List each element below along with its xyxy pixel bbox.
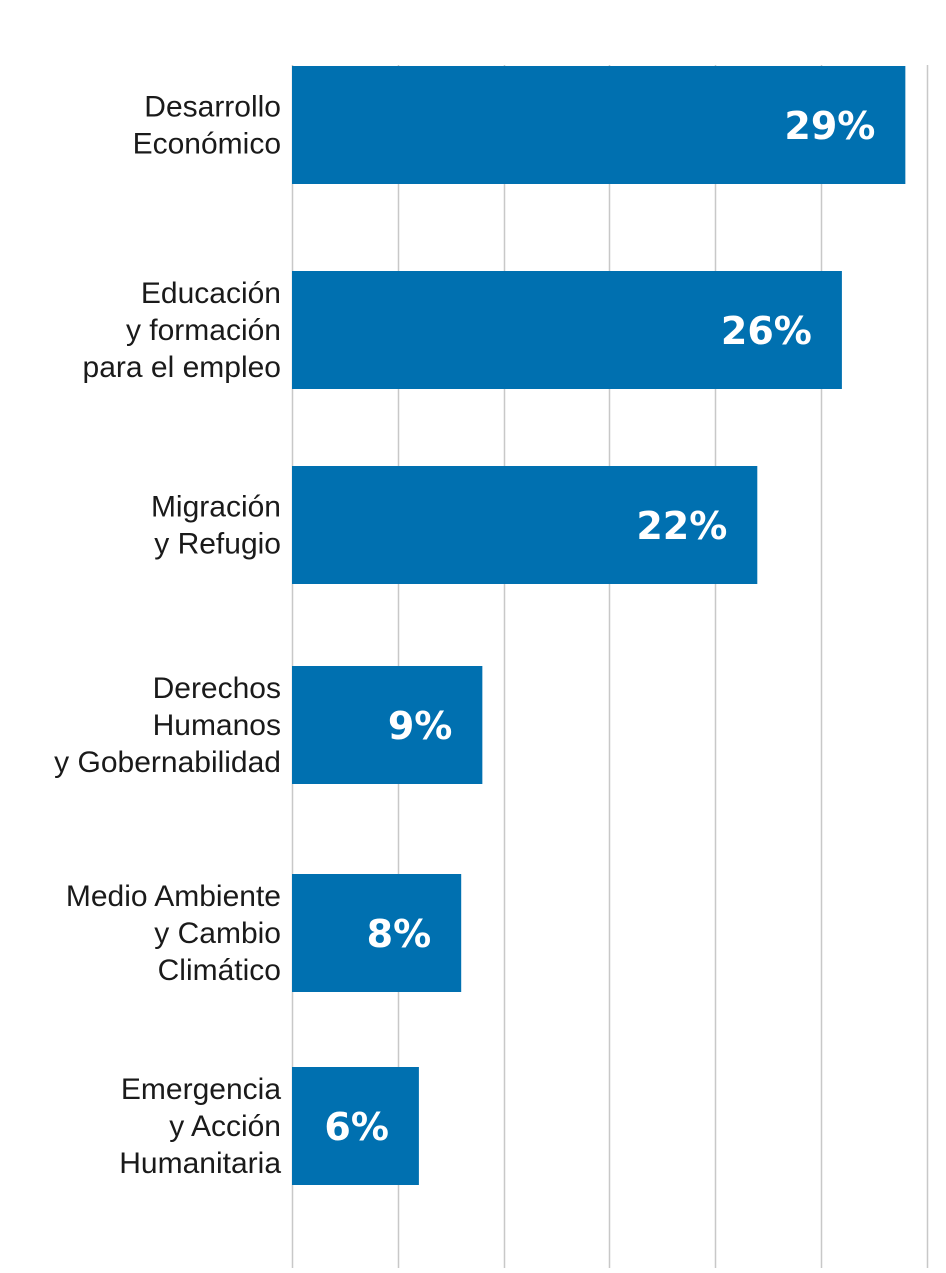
category-labels: Desarrollo Económico Educación y formación p… — [54, 91, 281, 1181]
category-label: Derechos Humanos y Gobernabilidad — [54, 672, 281, 779]
category-label: Emergencia y Acción Humanitaria — [119, 1073, 281, 1180]
category-label: Medio Ambiente y Cambio Climático — [66, 880, 281, 987]
bar — [292, 666, 483, 784]
category-label-line: y Refugio — [154, 528, 281, 561]
bars — [292, 66, 906, 1185]
category-label: Educación y formación para el empleo — [83, 277, 281, 384]
bar — [292, 466, 758, 584]
value-labels: 29% 26% 22% 9% 8% 6% — [324, 104, 875, 1149]
bar — [292, 1067, 419, 1185]
category-label: Desarrollo Económico — [133, 91, 281, 161]
category-label: Migración y Refugio — [151, 491, 281, 561]
value-label: 8% — [367, 912, 432, 956]
bar — [292, 271, 842, 389]
category-label-line: Derechos — [153, 672, 281, 705]
category-label-line: Humanos — [153, 709, 281, 742]
category-label-line: Educación — [141, 277, 281, 310]
category-label-line: Económico — [133, 128, 281, 161]
category-label-line: y formación — [126, 314, 281, 347]
gridlines — [291, 65, 929, 1268]
category-label-line: Climático — [158, 954, 281, 987]
value-label: 6% — [324, 1105, 389, 1149]
category-label-line: Medio Ambiente — [66, 880, 281, 913]
bar — [292, 66, 906, 184]
category-label-line: Emergencia — [121, 1073, 281, 1106]
value-label: 9% — [388, 704, 453, 748]
category-label-line: Desarrollo — [144, 91, 281, 124]
category-label-line: y Acción — [169, 1110, 281, 1143]
value-label: 22% — [636, 504, 727, 548]
category-label-line: Migración — [151, 491, 281, 524]
category-label-line: y Cambio — [154, 917, 281, 950]
category-label-line: para el empleo — [83, 351, 281, 384]
value-label: 26% — [721, 309, 812, 353]
category-label-line: y Gobernabilidad — [54, 746, 281, 779]
bar — [292, 874, 462, 992]
category-label-line: Humanitaria — [119, 1147, 281, 1180]
value-label: 29% — [784, 104, 875, 148]
